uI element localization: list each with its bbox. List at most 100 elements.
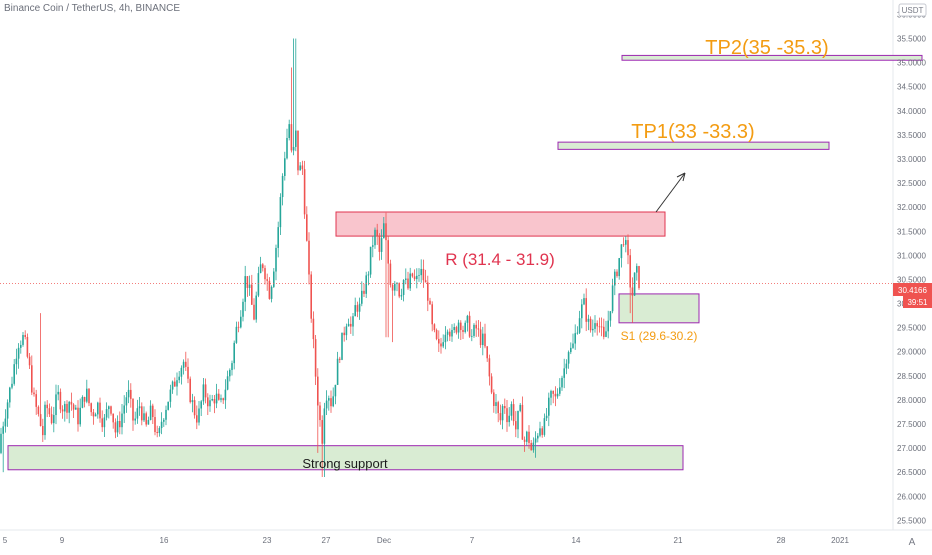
candle-body	[235, 326, 238, 343]
candle-body	[550, 390, 552, 398]
candle-body	[39, 414, 42, 426]
candle-body	[0, 433, 2, 453]
candle-body	[244, 276, 246, 302]
candle-body	[594, 323, 596, 329]
candle-body	[297, 130, 299, 171]
candle-body	[347, 323, 350, 327]
candle-body	[187, 366, 189, 379]
candle-body	[229, 370, 231, 377]
candle-body	[517, 410, 519, 430]
candle-body	[598, 326, 601, 328]
candle-body	[292, 146, 295, 151]
candle-body	[288, 124, 290, 138]
candle-body	[174, 381, 176, 387]
candle-body	[369, 246, 372, 275]
candle-body	[358, 303, 361, 312]
candle-body	[75, 407, 77, 410]
current-price-box	[893, 283, 932, 296]
candle-body	[405, 278, 407, 281]
candle-body	[383, 223, 385, 239]
candle-body	[178, 376, 180, 381]
candle-body	[411, 273, 414, 277]
candle-body	[248, 284, 251, 288]
candle-body	[158, 428, 161, 434]
candle-body	[490, 376, 493, 393]
candle-body	[99, 402, 101, 419]
candle-body	[442, 342, 444, 347]
candle-body	[422, 268, 425, 281]
candle-body	[317, 376, 319, 406]
candle-body	[325, 400, 328, 409]
candle-body	[264, 268, 266, 280]
s1-label: S1 (29.6-30.2)	[621, 329, 698, 343]
candle-body	[618, 258, 620, 277]
candle-body	[462, 329, 464, 332]
candle-body	[92, 412, 95, 417]
candle-body	[578, 318, 581, 333]
candle-body	[539, 428, 541, 436]
candle-body	[508, 415, 510, 423]
candle-body	[125, 397, 128, 406]
candle-body	[182, 361, 185, 368]
candle-body	[565, 363, 568, 369]
candle-body	[607, 320, 609, 332]
candle-body	[484, 333, 486, 347]
candle-body	[154, 417, 156, 433]
candle-body	[521, 404, 524, 440]
candle-body	[116, 421, 119, 433]
candle-body	[464, 322, 466, 332]
candle-body	[224, 389, 227, 401]
candle-body	[548, 397, 550, 416]
candle-body	[200, 401, 202, 409]
candle-body	[277, 227, 279, 248]
candle-body	[6, 402, 9, 419]
candle-body	[42, 425, 44, 436]
candle-body	[589, 318, 592, 331]
candle-body	[48, 408, 51, 415]
candle-body	[268, 280, 271, 299]
candle-body	[226, 376, 229, 390]
x-tick-label: Dec	[377, 536, 391, 545]
candle-body	[138, 406, 141, 409]
candle-body	[605, 331, 607, 337]
candle-body	[86, 388, 88, 402]
x-axis[interactable]: 5 9 16 23 27 Dec 7 14 21 28 2021	[3, 536, 850, 545]
candle-body	[372, 245, 374, 247]
candle-body	[453, 327, 455, 331]
candle-body	[202, 384, 205, 402]
y-tick-label: 32.5000	[897, 179, 926, 188]
candle-body	[171, 381, 174, 390]
candle-body	[471, 335, 473, 337]
candle-body	[416, 275, 418, 280]
candle-body	[413, 276, 416, 280]
candle-body	[585, 298, 587, 322]
candle-body	[275, 247, 277, 272]
candle-body	[592, 328, 594, 331]
candle-body	[600, 326, 603, 328]
currency-badge: USDT	[902, 6, 924, 15]
candle-body	[537, 435, 539, 439]
candle-body	[152, 405, 154, 418]
y-tick-label: 27.5000	[897, 420, 926, 429]
candle-body	[446, 331, 449, 335]
candle-body	[629, 255, 631, 288]
candle-body	[57, 391, 59, 395]
candle-body	[420, 268, 422, 276]
candle-body	[196, 415, 198, 423]
candle-body	[451, 330, 453, 337]
candle-body	[581, 304, 583, 319]
candle-body	[330, 398, 332, 407]
candle-body	[343, 332, 345, 336]
candle-body	[620, 244, 623, 259]
candle-body	[435, 329, 438, 339]
auto-scale-button[interactable]: A	[909, 537, 916, 548]
candle-body	[35, 394, 37, 407]
candle-body	[114, 422, 117, 433]
candle-body	[189, 378, 191, 403]
candle-body	[460, 322, 462, 330]
x-tick-label: 7	[470, 536, 475, 545]
currency-badge-box[interactable]	[898, 3, 927, 17]
candle-body	[64, 403, 66, 412]
